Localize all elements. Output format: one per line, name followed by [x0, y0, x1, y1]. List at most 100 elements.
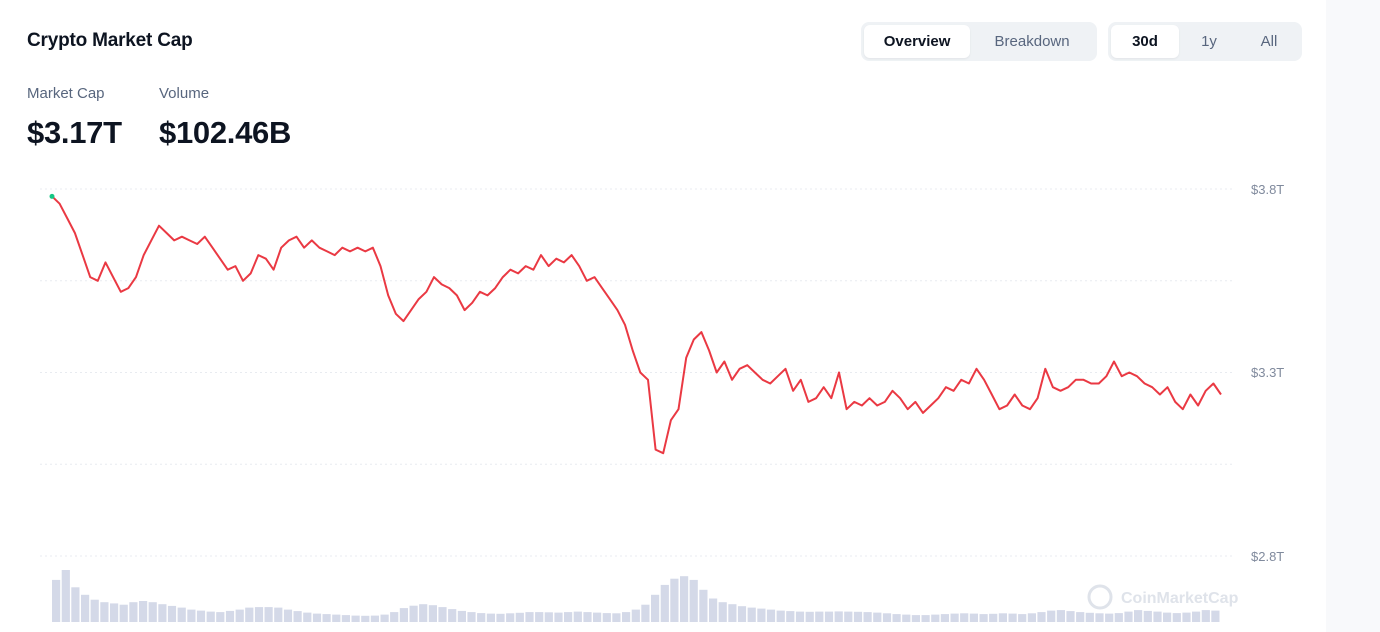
volume-bar — [225, 610, 235, 622]
volume-bar — [660, 584, 669, 622]
volume-bar — [167, 605, 177, 622]
volume-bar — [892, 614, 901, 622]
volume-bar — [245, 607, 254, 622]
volume-bar — [1105, 613, 1114, 622]
volume-bar — [303, 612, 312, 622]
volume-bar — [1211, 610, 1220, 622]
volume-bar — [322, 614, 331, 622]
range-1y-button[interactable]: 1y — [1201, 33, 1217, 50]
volume-bar — [177, 607, 186, 622]
volume-bar — [206, 611, 215, 622]
volume-bar — [312, 613, 322, 622]
volume-bar — [100, 602, 109, 622]
market-cap-value: $3.17T — [27, 115, 122, 150]
volume-bar — [515, 612, 524, 622]
volume-bar — [293, 611, 302, 622]
volume-bar — [332, 614, 341, 622]
volume-bar — [680, 576, 689, 622]
volume-bar — [844, 611, 853, 622]
volume-bar — [709, 598, 718, 622]
volume-bar — [341, 615, 350, 622]
volume-bar — [747, 607, 756, 622]
volume-bar — [535, 612, 544, 622]
volume-bar — [622, 612, 631, 622]
volume-bar — [81, 594, 90, 622]
volume-bar — [438, 607, 447, 622]
volume-bar — [216, 612, 225, 622]
tab-breakdown[interactable]: Breakdown — [994, 33, 1070, 50]
volume-bar — [718, 602, 727, 622]
y-tick-label: $3.3T — [1251, 365, 1284, 380]
volume-bar — [1143, 610, 1152, 622]
volume-bar — [902, 614, 911, 622]
volume-bar — [196, 610, 206, 622]
volume-bar — [1066, 611, 1075, 622]
volume-bar — [148, 602, 157, 622]
volume-bar — [477, 613, 486, 622]
volume-bar — [583, 612, 592, 622]
volume-bar — [370, 615, 379, 622]
volume-bar — [786, 611, 795, 622]
volume-bar — [554, 612, 563, 622]
volume-bar — [1163, 612, 1172, 622]
volume-bar — [486, 613, 495, 622]
start-point — [49, 193, 55, 199]
market-cap-chart[interactable]: CoinMarketCap $3.8T $3.3T $2.8T — [0, 0, 1326, 632]
volume-bar — [940, 614, 949, 622]
volume-bar — [728, 604, 737, 622]
volume-bar — [911, 615, 920, 622]
volume-bar — [602, 613, 611, 622]
volume-bar — [766, 609, 776, 622]
volume-bar — [496, 613, 505, 622]
watermark-text: CoinMarketCap — [1121, 590, 1239, 607]
card-title: Crypto Market Cap — [27, 30, 193, 51]
volume-bar — [1153, 611, 1162, 622]
volume-bar — [361, 615, 370, 622]
volume-bar — [573, 611, 582, 622]
volume-bars — [52, 570, 1220, 622]
y-axis: $3.8T $3.3T $2.8T — [1251, 182, 1284, 564]
view-toggle: Overview Breakdown — [861, 22, 1097, 61]
market-cap-line — [51, 195, 1222, 455]
volume-bar — [71, 587, 80, 622]
volume-bar — [119, 604, 128, 622]
market-cap-card: Crypto Market Cap Overview Breakdown 30d… — [0, 0, 1326, 632]
volume-bar — [129, 602, 138, 622]
volume-bar — [699, 589, 708, 622]
volume-bar — [853, 611, 863, 622]
volume-bar — [351, 615, 360, 622]
volume-bar — [457, 610, 466, 622]
range-30d-button[interactable]: 30d — [1111, 25, 1179, 58]
range-all-button[interactable]: All — [1260, 33, 1278, 50]
volume-bar — [264, 607, 273, 622]
volume-bar — [409, 605, 418, 622]
volume-bar — [158, 604, 167, 622]
volume-bar — [921, 615, 930, 622]
volume-bar — [283, 609, 293, 622]
volume-bar — [670, 578, 679, 622]
volume-bar — [651, 594, 660, 622]
volume-bar — [873, 612, 882, 622]
volume-bar — [544, 612, 553, 622]
volume-bar — [969, 613, 978, 622]
volume-bar — [737, 606, 747, 622]
volume-bar — [593, 612, 602, 622]
volume-bar — [1027, 613, 1036, 622]
tab-overview[interactable]: Overview — [864, 25, 971, 58]
volume-bar — [274, 607, 283, 622]
volume-bar — [882, 613, 892, 622]
volume-bar — [950, 613, 959, 622]
volume-bar — [824, 611, 834, 622]
volume-bar — [1085, 612, 1094, 622]
volume-bar — [863, 612, 872, 622]
volume-bar — [525, 612, 534, 622]
volume-bar — [757, 608, 766, 622]
volume-bar — [776, 610, 785, 622]
volume-bar — [1172, 613, 1181, 622]
volume-bar — [795, 611, 805, 622]
volume-bar — [254, 607, 264, 622]
range-toggle: 30d 1y All — [1108, 22, 1302, 61]
market-cap-label: Market Cap — [27, 85, 105, 102]
volume-bar — [1134, 610, 1143, 622]
volume-bar — [419, 604, 428, 622]
